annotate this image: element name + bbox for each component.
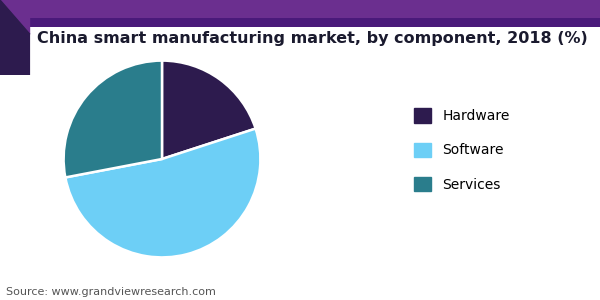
Text: China smart manufacturing market, by component, 2018 (%): China smart manufacturing market, by com… — [37, 32, 587, 46]
Polygon shape — [0, 0, 29, 34]
Polygon shape — [0, 34, 29, 75]
Legend: Hardware, Software, Services: Hardware, Software, Services — [409, 103, 515, 197]
Bar — [0, 0, 600, 17]
Bar — [0, 17, 600, 27]
Wedge shape — [65, 129, 260, 257]
Wedge shape — [162, 61, 256, 159]
Wedge shape — [64, 61, 162, 177]
Polygon shape — [0, 0, 29, 75]
Text: Source: www.grandviewresearch.com: Source: www.grandviewresearch.com — [6, 287, 216, 297]
